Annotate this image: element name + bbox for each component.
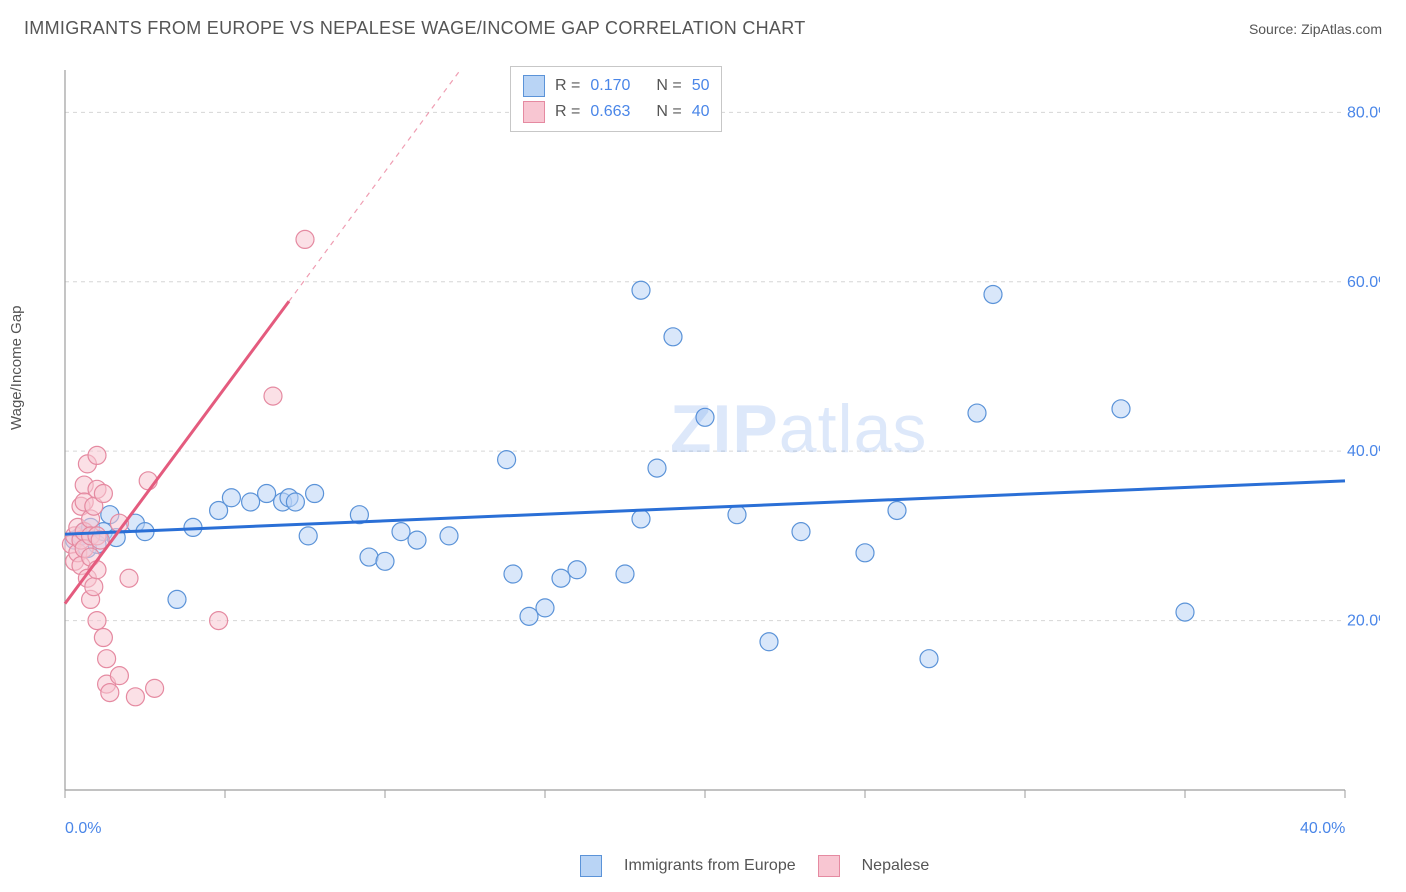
series-legend: Immigrants from Europe Nepalese bbox=[580, 855, 929, 877]
x-tick-label: 40.0% bbox=[1300, 820, 1345, 838]
n-value: 40 bbox=[692, 103, 710, 121]
legend-row: R = 0.170 N = 50 bbox=[523, 73, 709, 99]
source-label: Source: ZipAtlas.com bbox=[1249, 21, 1382, 37]
legend-swatch bbox=[580, 855, 602, 877]
n-label: N = bbox=[656, 103, 681, 121]
x-tick-label: 0.0% bbox=[65, 820, 101, 838]
r-value: 0.170 bbox=[590, 77, 646, 95]
correlation-legend: R = 0.170 N = 50 R = 0.663 N = 40 bbox=[510, 66, 722, 132]
svg-text:40.0%: 40.0% bbox=[1347, 443, 1380, 460]
legend-swatch bbox=[523, 101, 545, 123]
svg-text:80.0%: 80.0% bbox=[1347, 104, 1380, 121]
legend-label: Immigrants from Europe bbox=[624, 857, 796, 875]
legend-swatch bbox=[523, 75, 545, 97]
r-label: R = bbox=[555, 103, 580, 121]
svg-text:20.0%: 20.0% bbox=[1347, 613, 1380, 630]
legend-label: Nepalese bbox=[862, 857, 930, 875]
chart-area: 20.0%40.0%60.0%80.0% ZIPatlas R =0.170N … bbox=[50, 60, 1380, 820]
n-value: 50 bbox=[692, 77, 710, 95]
r-label: R = bbox=[555, 77, 580, 95]
y-axis-label: Wage/Income Gap bbox=[8, 305, 25, 430]
legend-row: R = 0.663 N = 40 bbox=[523, 99, 709, 125]
legend-swatch bbox=[818, 855, 840, 877]
scatter-chart: 20.0% 40.0% 60.0% 80.0% bbox=[50, 60, 1380, 820]
chart-title: IMMIGRANTS FROM EUROPE VS NEPALESE WAGE/… bbox=[24, 18, 806, 39]
n-label: N = bbox=[656, 77, 681, 95]
r-value: 0.663 bbox=[590, 103, 646, 121]
svg-text:60.0%: 60.0% bbox=[1347, 274, 1380, 291]
